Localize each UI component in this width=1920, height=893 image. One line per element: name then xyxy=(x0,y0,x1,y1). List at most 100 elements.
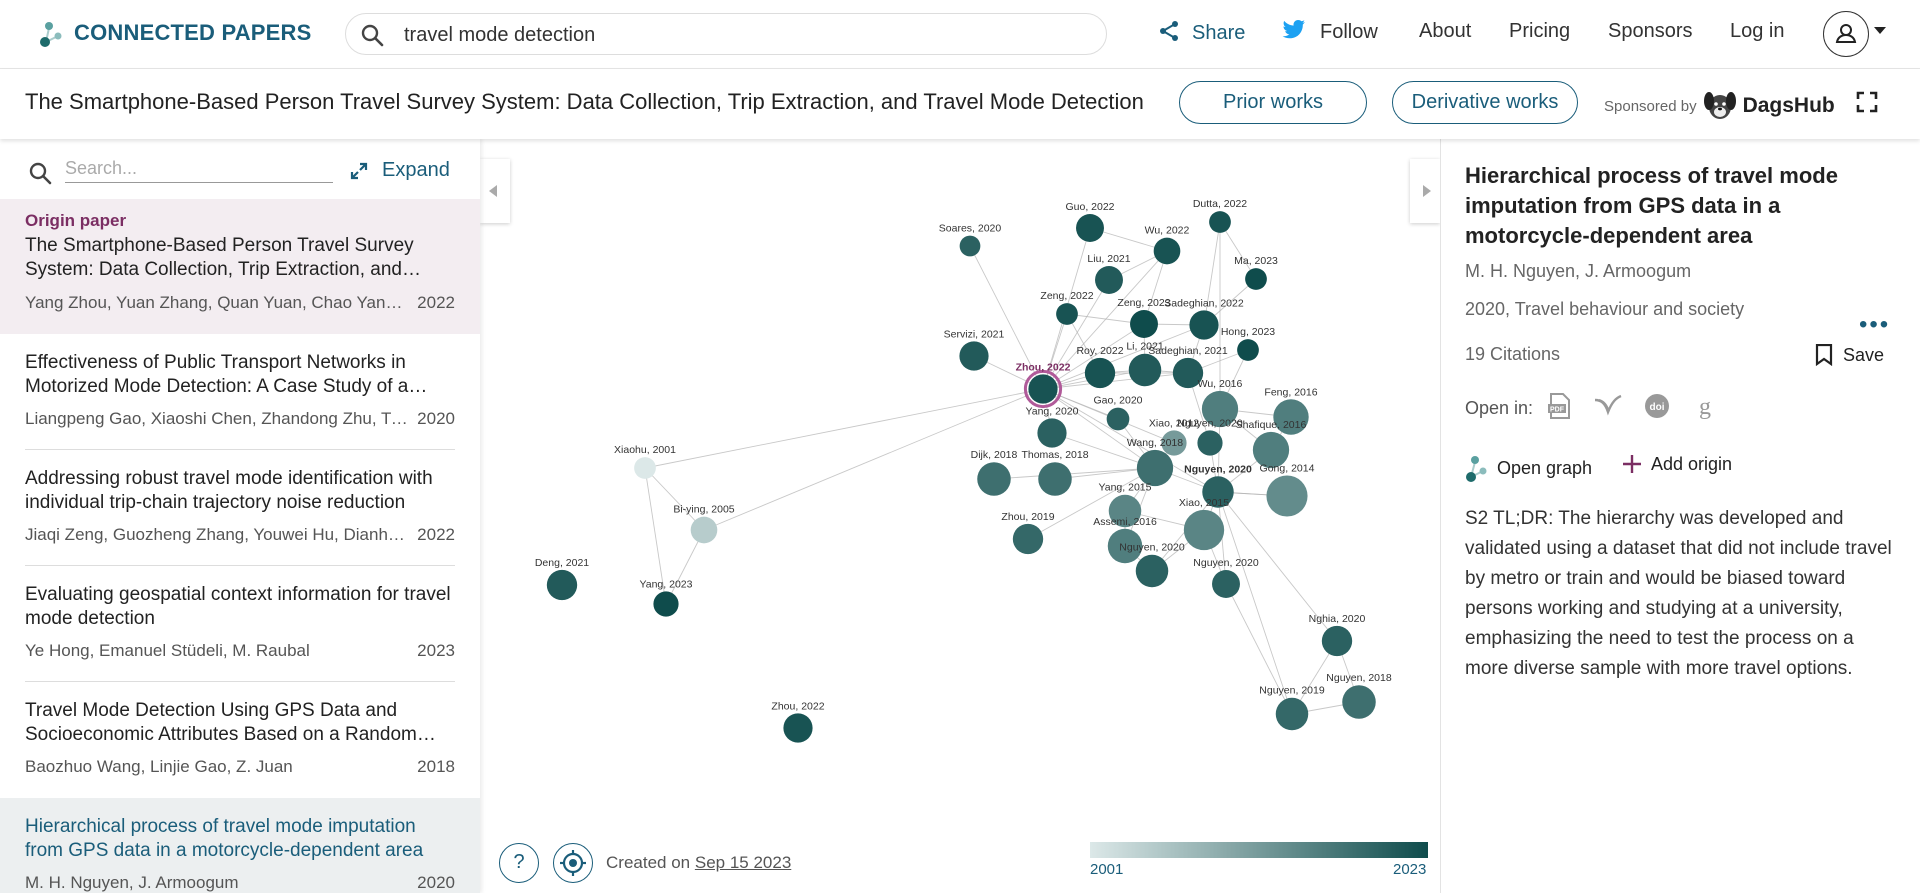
fullscreen-icon[interactable] xyxy=(1852,87,1882,117)
graph-node-circle[interactable] xyxy=(1136,449,1174,487)
graph-node[interactable]: Sadeghian, 2022 xyxy=(1164,297,1244,340)
graph-node[interactable]: Zhou, 2019 xyxy=(1001,511,1055,555)
list-item[interactable]: Travel Mode Detection Using GPS Data and… xyxy=(0,682,480,798)
graph-node[interactable]: Yang, 2023 xyxy=(640,578,693,617)
about-link[interactable]: About xyxy=(1419,20,1472,42)
pricing-link[interactable]: Pricing xyxy=(1509,20,1571,42)
graph-node-circle[interactable] xyxy=(1012,523,1044,555)
graph-node[interactable]: Xiaohu, 2001 xyxy=(614,444,676,479)
graph-node-circle[interactable] xyxy=(1028,374,1058,404)
graph-node[interactable]: Nguyen, 2020 xyxy=(1119,542,1185,588)
graph-node-circle[interactable] xyxy=(1273,399,1309,435)
graph-node[interactable]: Bi-ying, 2005 xyxy=(673,504,735,544)
created-date-link[interactable]: Sep 15 2023 xyxy=(694,853,792,872)
graph-node[interactable]: Sadeghian, 2021 xyxy=(1148,345,1228,389)
graph-node[interactable]: Zhou, 2022 xyxy=(771,700,825,743)
graph-node-circle[interactable] xyxy=(1197,430,1223,456)
graph-node-circle[interactable] xyxy=(1321,625,1353,657)
graph-canvas[interactable]: Guo, 2022 Dutta, 2022 Soares, 2020 Wu, 2022… xyxy=(480,139,1440,893)
graph-node[interactable]: Nguyen, 2020 xyxy=(1184,463,1252,508)
list-item-origin[interactable]: Origin paper The Smartphone-Based Person… xyxy=(0,199,480,334)
graph-node[interactable]: Hong, 2023 xyxy=(1221,326,1275,361)
list-item-selected[interactable]: Hierarchical process of travel mode impu… xyxy=(0,798,480,893)
chevron-down-icon[interactable] xyxy=(1873,26,1887,36)
list-item[interactable]: Addressing robust travel mode identifica… xyxy=(0,450,480,566)
graph-node[interactable]: Liu, 2021 xyxy=(1087,253,1131,294)
graph-node-circle[interactable] xyxy=(653,591,679,617)
graph-node[interactable]: Zeng, 2023 xyxy=(1117,297,1171,338)
graph-node-circle[interactable] xyxy=(1275,697,1309,731)
graph-node-circle[interactable] xyxy=(1106,407,1130,431)
graph-node-circle[interactable] xyxy=(1135,554,1169,588)
graph-node-circle[interactable] xyxy=(959,341,989,371)
google-scholar-icon[interactable]: g xyxy=(1691,392,1719,420)
graph-node[interactable]: Yang, 2015 xyxy=(1099,482,1152,528)
graph-node-circle[interactable] xyxy=(1183,509,1225,551)
search-bar[interactable] xyxy=(345,13,1107,55)
graph-node[interactable]: Nguyen, 2018 xyxy=(1326,672,1392,719)
graph-node-circle[interactable] xyxy=(1095,266,1123,294)
graph-node-circle[interactable] xyxy=(634,457,656,479)
graph-node-circle[interactable] xyxy=(1038,462,1072,496)
graph-node-circle[interactable] xyxy=(1342,685,1376,719)
graph-node-circle[interactable] xyxy=(959,235,981,257)
graph-node[interactable]: Gong, 2014 xyxy=(1260,462,1315,517)
graph-node[interactable]: Guo, 2022 xyxy=(1065,201,1115,242)
graph-node[interactable]: Dutta, 2022 xyxy=(1193,198,1247,233)
graph-node[interactable]: Ma, 2023 xyxy=(1234,255,1278,290)
graph-node[interactable]: Gao, 2020 xyxy=(1093,395,1143,431)
graph-node[interactable]: Yang, 2020 xyxy=(1026,405,1079,448)
expand-button[interactable]: Expand xyxy=(350,159,450,182)
graph-node-circle[interactable] xyxy=(546,569,578,601)
graph-node-circle[interactable] xyxy=(1212,570,1240,598)
graph-node-circle[interactable] xyxy=(1252,431,1290,469)
graph-node[interactable]: Shafique, 2016 xyxy=(1236,419,1307,469)
derivative-works-button[interactable]: Derivative works xyxy=(1392,81,1578,124)
more-options-button[interactable]: ••• xyxy=(1859,311,1891,338)
sponsor-badge[interactable]: Sponsored by DagsHub xyxy=(1604,91,1835,121)
graph-node-circle[interactable] xyxy=(977,462,1011,496)
graph-node[interactable]: Nguyen, 2020 xyxy=(1193,557,1259,598)
share-link[interactable]: Share xyxy=(1158,20,1245,45)
graph-node-circle[interactable] xyxy=(1201,390,1239,428)
graph-node-circle[interactable] xyxy=(1076,214,1104,242)
graph-node[interactable]: Wu, 2022 xyxy=(1145,225,1190,265)
graph-node[interactable]: Nguyen, 2019 xyxy=(1259,685,1325,731)
graph-node[interactable]: Wu, 2016 xyxy=(1198,378,1243,428)
graph-node[interactable]: Soares, 2020 xyxy=(939,223,1002,257)
graph-node-circle[interactable] xyxy=(1237,339,1259,361)
graph-node-circle[interactable] xyxy=(1161,430,1187,456)
list-item[interactable]: Effectiveness of Public Transport Networ… xyxy=(0,334,480,450)
graph-node[interactable]: Li, 2021 xyxy=(1126,341,1164,387)
graph-node-circle[interactable] xyxy=(1107,528,1143,564)
doi-icon[interactable]: doi xyxy=(1643,392,1671,420)
graph-node[interactable]: Wang, 2018 xyxy=(1127,437,1183,487)
prior-works-button[interactable]: Prior works xyxy=(1179,81,1367,124)
graph-node-circle[interactable] xyxy=(1266,475,1308,517)
graph-node-circle[interactable] xyxy=(690,516,718,544)
sponsors-link[interactable]: Sponsors xyxy=(1608,20,1693,42)
graph-node-circle[interactable] xyxy=(1202,476,1234,508)
collapse-left-panel-button[interactable] xyxy=(480,159,510,223)
account-button[interactable] xyxy=(1823,11,1869,57)
graph-node-circle[interactable] xyxy=(1128,353,1162,387)
login-link[interactable]: Log in xyxy=(1730,20,1785,42)
open-graph-button[interactable]: Open graph xyxy=(1465,453,1592,483)
graph-node[interactable]: Servizi, 2021 xyxy=(944,328,1005,371)
graph-node-circle[interactable] xyxy=(1245,268,1267,290)
graph-node-circle[interactable] xyxy=(1037,418,1067,448)
graph-node[interactable]: Feng, 2016 xyxy=(1264,386,1318,435)
graph-node-circle[interactable] xyxy=(1084,357,1116,389)
semantic-scholar-icon[interactable] xyxy=(1593,392,1623,420)
list-item[interactable]: Evaluating geospatial context informatio… xyxy=(0,566,480,682)
graph-node[interactable]: Nghia, 2020 xyxy=(1309,613,1366,657)
recenter-button[interactable] xyxy=(553,843,593,883)
graph-node[interactable]: Roy, 2022 xyxy=(1076,345,1124,389)
graph-node-circle[interactable] xyxy=(1153,237,1181,265)
graph-node-circle[interactable] xyxy=(1172,357,1204,389)
logo[interactable]: CONNECTED PAPERS xyxy=(38,18,312,48)
graph-node[interactable]: Zhou, 2022 xyxy=(1016,361,1071,409)
add-origin-button[interactable]: Add origin xyxy=(1621,453,1732,475)
graph-node-circle[interactable] xyxy=(1189,310,1219,340)
graph-node-circle[interactable] xyxy=(1209,211,1231,233)
